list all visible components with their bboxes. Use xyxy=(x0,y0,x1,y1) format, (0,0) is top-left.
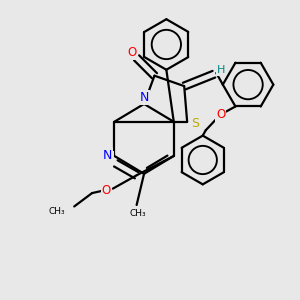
Text: O: O xyxy=(216,108,225,121)
Text: CH₃: CH₃ xyxy=(49,207,65,216)
Text: CH₃: CH₃ xyxy=(130,209,146,218)
Text: O: O xyxy=(128,46,137,59)
Text: O: O xyxy=(104,152,113,164)
Text: H: H xyxy=(217,65,226,75)
Text: O: O xyxy=(102,184,111,196)
Text: N: N xyxy=(140,91,149,104)
Text: N: N xyxy=(103,149,112,162)
Text: S: S xyxy=(191,117,200,130)
